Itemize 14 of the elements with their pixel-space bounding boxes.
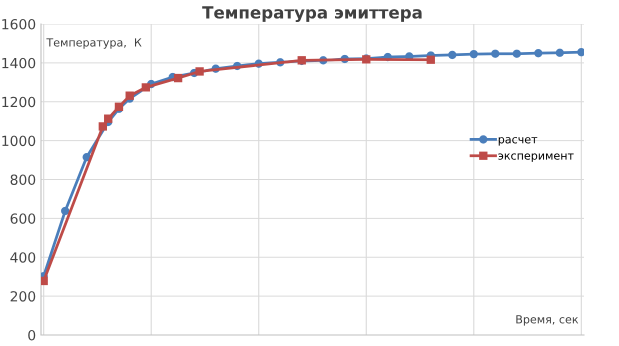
y-axis-title: Температура, К — [46, 38, 142, 49]
y-tick-label: 400 — [10, 252, 36, 263]
chart-title: Температура эмиттера — [202, 6, 422, 22]
y-tick-label: 0 — [28, 330, 36, 340]
y-tick-label: 600 — [10, 213, 36, 224]
y-tick-label: 1600 — [2, 18, 36, 30]
y-tick-label: 800 — [10, 174, 36, 185]
y-tick-label: 1200 — [2, 96, 36, 108]
x-axis-title: Время, сек — [516, 315, 578, 326]
legend-label: эксперимент — [498, 153, 574, 162]
y-tick-label: 1400 — [2, 58, 36, 68]
y-tick-label: 1000 — [2, 136, 36, 146]
legend-label: расчет — [498, 137, 538, 146]
y-tick-label: 200 — [10, 291, 36, 302]
